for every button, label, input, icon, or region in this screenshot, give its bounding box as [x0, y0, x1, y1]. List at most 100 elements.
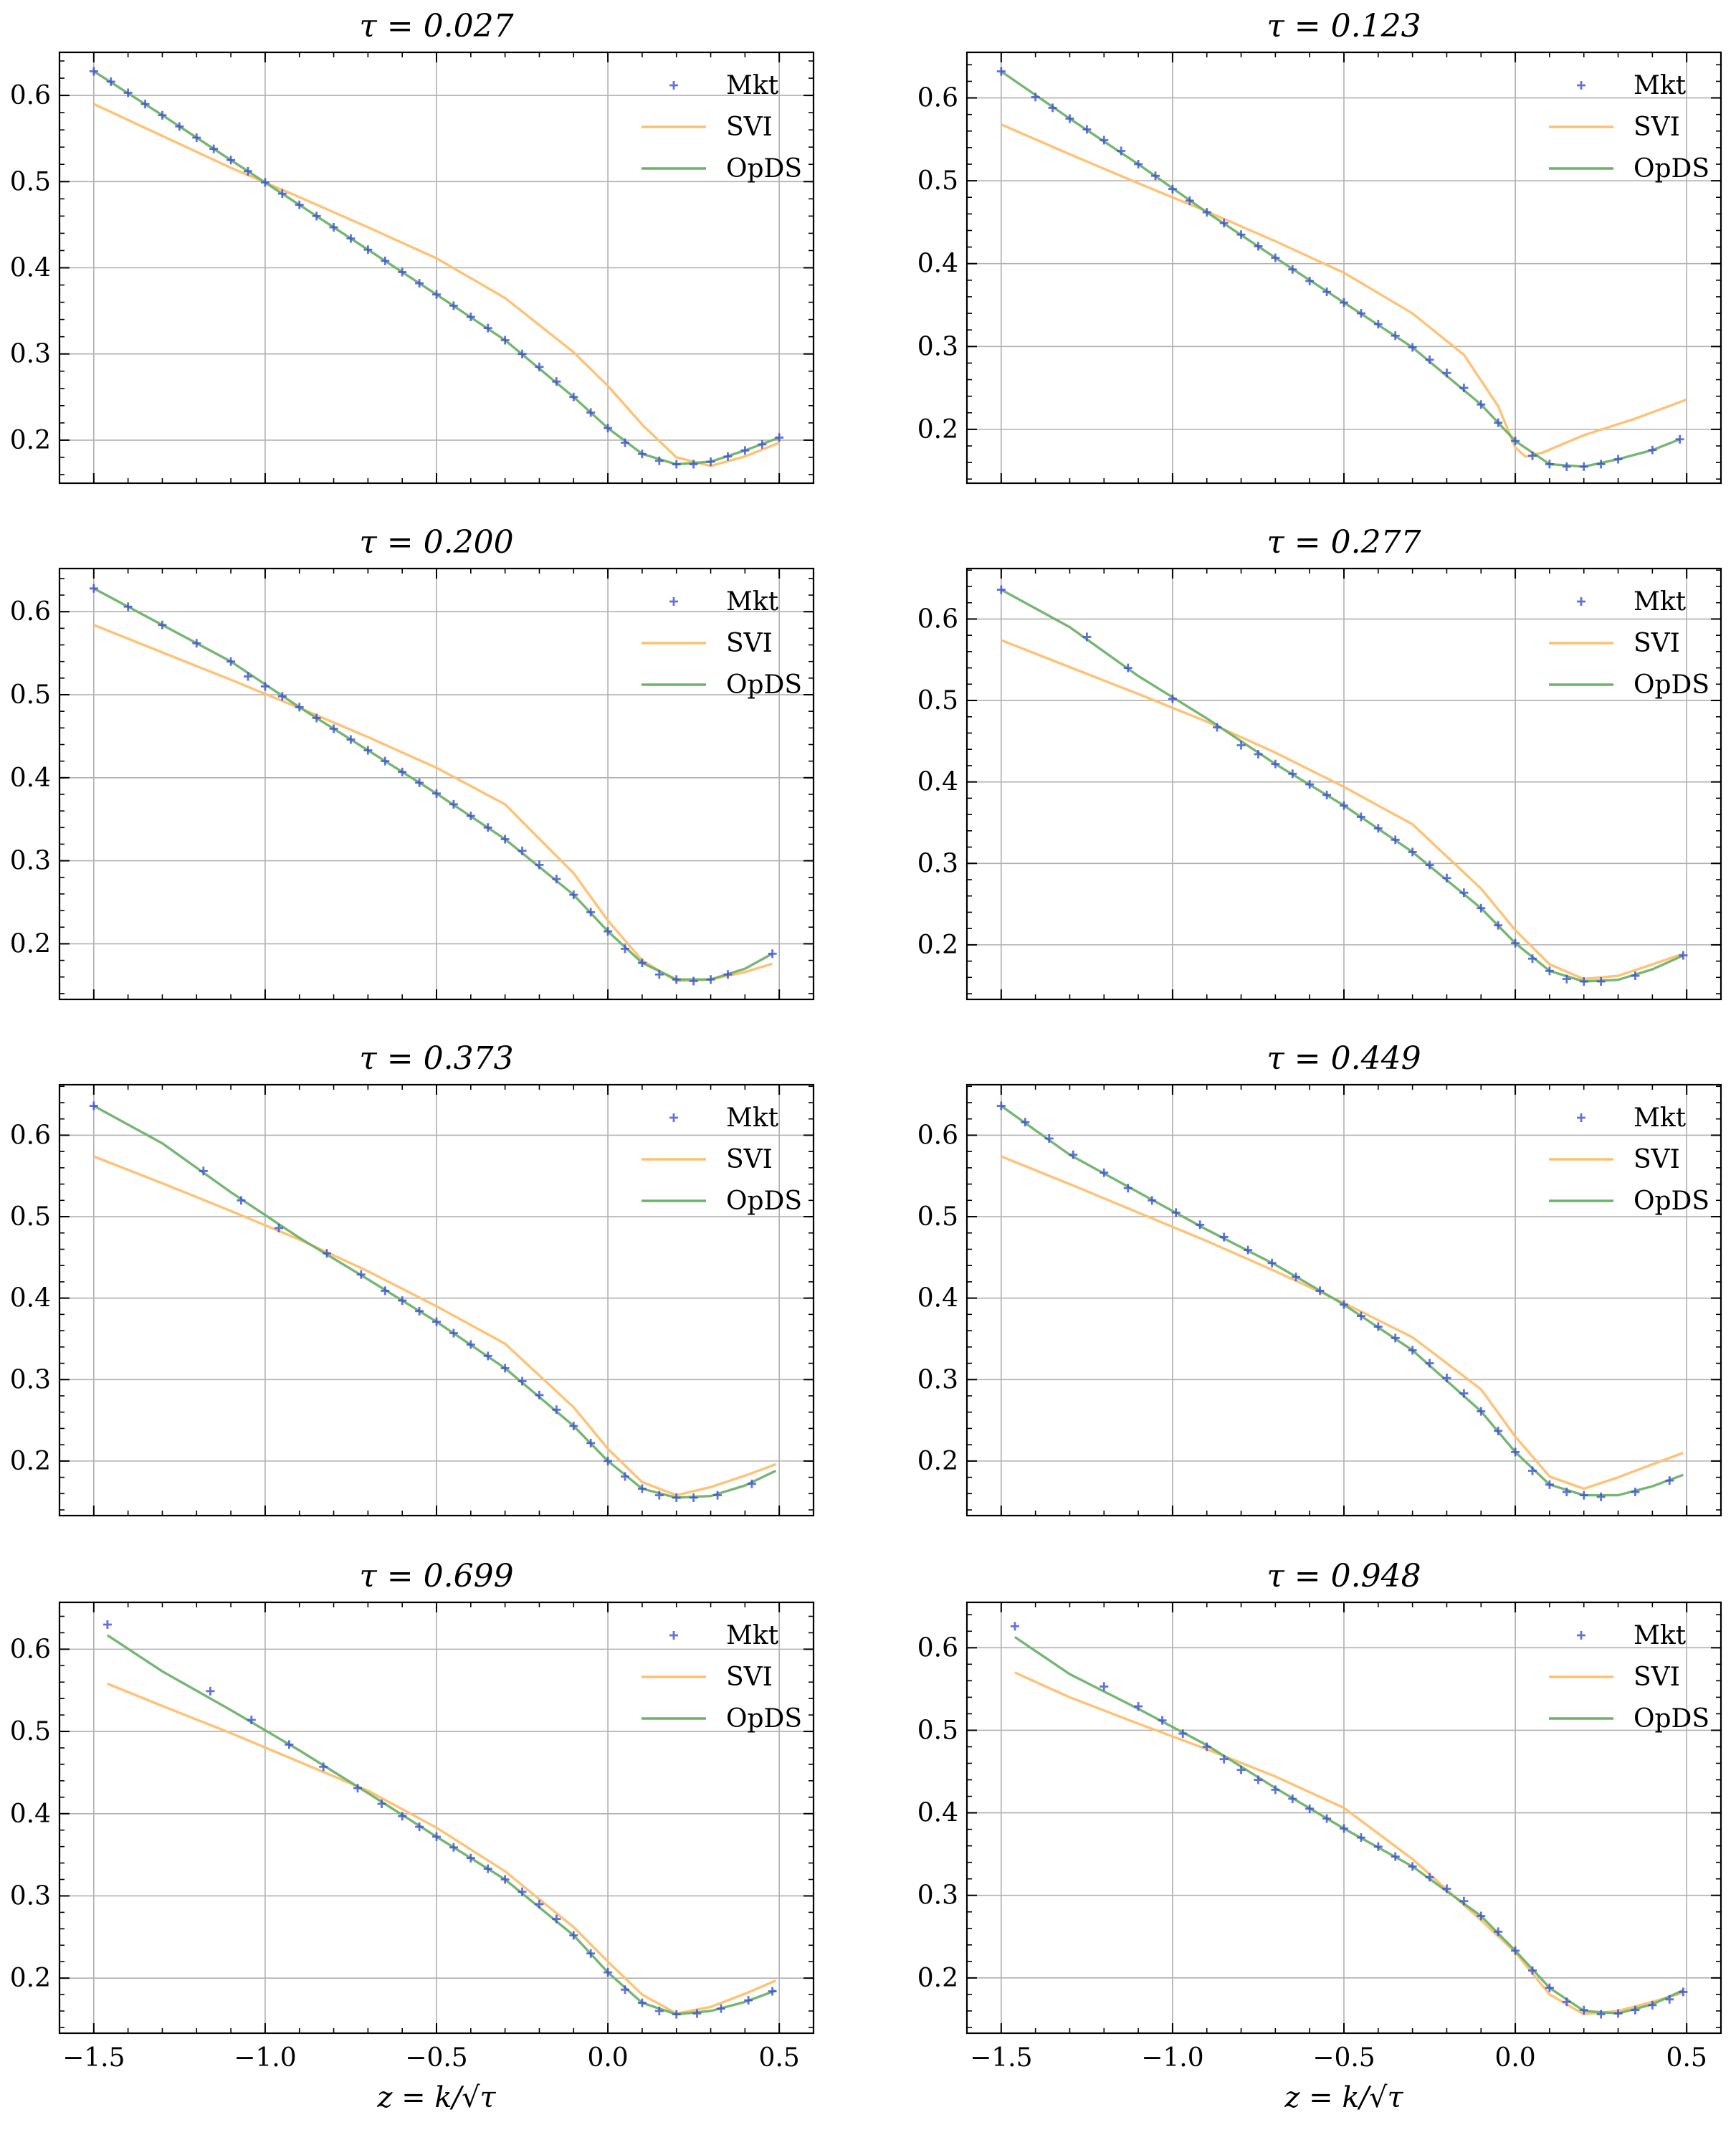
y-tick-label: 0.3: [917, 332, 958, 361]
mkt-marker: [1134, 1702, 1143, 1711]
panel-4: τ = 0.277 0.2 0.3 0.4 0.5 0.6 Mkt SVI OpDS: [917, 524, 1722, 1001]
y-tick-label: 0.5: [10, 167, 51, 196]
mkt-marker: [1254, 750, 1263, 759]
plot-area: [89, 1101, 777, 1503]
mkt-marker: [604, 1456, 613, 1465]
mkt-marker: [483, 1351, 492, 1361]
mkt-marker: [744, 1996, 753, 2005]
mkt-marker: [689, 460, 698, 469]
mkt-marker: [1315, 1286, 1325, 1295]
mkt-marker: [158, 620, 167, 629]
mkt-marker: [1579, 977, 1588, 986]
legend-label-mkt: Mkt: [726, 71, 779, 100]
plot-area: [996, 1101, 1684, 1501]
y-tick-label: 0.6: [917, 84, 958, 113]
mkt-marker: [1100, 135, 1109, 145]
mkt-marker: [775, 433, 784, 442]
mkt-marker: [1425, 860, 1434, 870]
mkt-marker: [1288, 769, 1297, 779]
mkt-marker: [1477, 903, 1486, 913]
mkt-marker: [1442, 873, 1451, 883]
mkt-marker: [226, 156, 236, 165]
mkt-marker: [586, 1949, 596, 1958]
panel-8: τ = 0.948 0.2 0.3 0.4 0.5 0.6 −1.5 −1.0 −0.5 0.0 0…: [917, 1558, 1722, 2114]
panel-title: τ = 0.277: [1267, 524, 1421, 561]
mkt-marker: [1494, 1927, 1503, 1936]
mkt-marker: [1322, 1814, 1332, 1823]
mkt-marker: [535, 1899, 544, 1908]
mkt-marker: [1048, 103, 1057, 113]
mkt-marker: [1373, 320, 1383, 329]
mkt-marker: [1459, 384, 1469, 393]
legend: Mkt SVI OpDS: [1549, 1621, 1709, 1734]
mkt-marker: [329, 724, 338, 733]
mkt-marker: [1596, 977, 1606, 986]
mkt-marker: [483, 1864, 492, 1873]
plot-area: [102, 1620, 777, 2019]
mkt-marker: [1151, 171, 1160, 181]
plot-area: [1010, 1622, 1688, 2019]
mkt-marker: [1545, 460, 1554, 469]
mkt-marker: [1168, 184, 1177, 194]
legend-label-svi: SVI: [1634, 1663, 1680, 1692]
legend: Mkt SVI OpDS: [642, 587, 802, 700]
mkt-marker: [123, 88, 133, 98]
opds-series-line: [1014, 1635, 1684, 2015]
y-tick-label: 0.2: [917, 1964, 958, 1993]
mkt-marker: [123, 602, 133, 612]
mkt-marker: [740, 446, 750, 455]
legend-label-svi: SVI: [1634, 1145, 1680, 1174]
mkt-marker: [692, 2009, 702, 2018]
y-tick-label: 0.2: [917, 415, 958, 444]
mkt-marker: [1340, 1824, 1348, 1833]
mkt-marker: [199, 1166, 208, 1176]
mkt-marker: [1123, 1184, 1132, 1193]
mkt-marker: [1494, 418, 1503, 427]
mkt-marker: [363, 245, 373, 255]
y-tick-label: 0.5: [917, 686, 958, 715]
legend-label-svi: SVI: [1634, 113, 1680, 142]
mkt-marker: [706, 457, 715, 466]
mkt-marker: [518, 1377, 527, 1386]
y-tick-label: 0.4: [917, 768, 958, 797]
mkt-marker: [1408, 343, 1417, 352]
mkt-marker: [356, 1270, 366, 1279]
mkt-marker: [1340, 801, 1348, 810]
x-tick-label: 0.5: [759, 2043, 800, 2073]
y-tick-label: 0.3: [10, 340, 51, 369]
legend-mkt-marker: [669, 81, 678, 90]
mkt-marker: [449, 1328, 458, 1338]
plot-area: [996, 67, 1687, 471]
mkt-marker: [206, 1686, 215, 1696]
mkt-marker: [432, 789, 441, 798]
legend-label-mkt: Mkt: [1634, 587, 1687, 617]
mkt-marker: [1236, 230, 1246, 239]
mkt-marker: [285, 1740, 294, 1749]
mkt-marker: [586, 1438, 596, 1447]
mkt-marker: [1288, 265, 1297, 274]
mkt-marker: [363, 746, 373, 755]
svi-series-line: [1001, 1155, 1684, 1490]
panel-5: τ = 0.373 0.2 0.3 0.4 0.5 0.6 Mkt SVI OpDS: [10, 1040, 815, 1517]
mkt-marker: [1373, 1322, 1383, 1331]
x-tick-label: −0.5: [1312, 2043, 1375, 2073]
mkt-marker: [586, 408, 596, 417]
mkt-marker: [89, 584, 98, 593]
mkt-marker: [415, 1306, 424, 1316]
mkt-marker: [535, 860, 544, 870]
mkt-marker: [569, 1931, 578, 1940]
y-tick-label: 0.5: [917, 166, 958, 196]
mkt-marker: [1665, 1476, 1674, 1485]
mkt-marker: [654, 1490, 664, 1500]
panel-6: τ = 0.449 0.2 0.3 0.4 0.5 0.6 Mkt SVI OpDS: [917, 1040, 1722, 1517]
legend-label-mkt: Mkt: [726, 587, 779, 617]
mkt-marker: [689, 976, 698, 986]
mkt-marker: [1408, 1346, 1417, 1355]
mkt-marker: [996, 67, 1006, 76]
mkt-marker: [192, 639, 201, 648]
y-tick-label: 0.6: [10, 597, 51, 627]
mkt-marker: [398, 1296, 407, 1306]
mkt-marker: [1082, 632, 1092, 642]
mkt-marker: [758, 439, 767, 449]
mkt-marker: [1021, 1118, 1030, 1127]
